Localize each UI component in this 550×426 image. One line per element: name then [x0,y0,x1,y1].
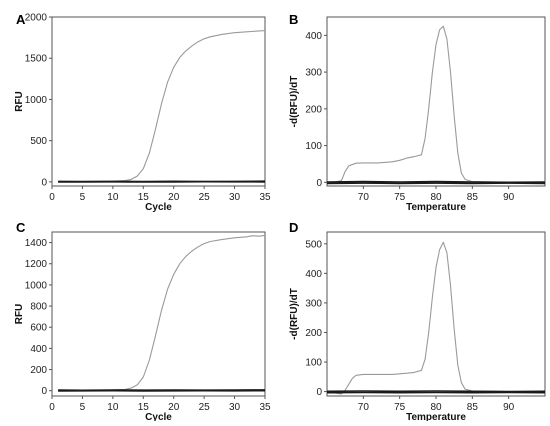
x-tick-label: 85 [467,192,479,203]
y-tick-label: 800 [30,302,47,313]
y-axis-label: -d(RFU)/dT [289,76,300,128]
x-tick-label: 10 [107,192,119,203]
y-tick-label: 500 [30,136,47,147]
y-tick-label: 0 [41,386,47,397]
x-tick-label: 0 [49,192,55,203]
y-tick-label: 500 [305,239,322,250]
y-tick-label: 100 [305,141,322,152]
x-axis-label: Temperature [406,202,466,212]
x-tick-label: 5 [80,402,86,413]
y-tick-label: 1200 [25,259,48,270]
y-tick-label: 400 [305,31,322,42]
plot-frame [52,232,265,396]
y-tick-label: 400 [305,269,322,280]
y-tick-label: 0 [41,177,47,188]
plot-frame [327,232,545,396]
x-tick-label: 30 [229,402,241,413]
x-axis-label: Temperature [406,412,466,421]
y-tick-label: 300 [305,298,322,309]
x-tick-label: 35 [259,192,271,203]
y-axis-label: RFU [14,91,25,112]
x-tick-label: 85 [467,402,479,413]
negative-series-line [327,391,545,392]
y-tick-label: 400 [30,344,47,355]
x-tick-label: 75 [394,402,406,413]
y-tick-label: 1400 [25,238,48,249]
x-tick-label: 30 [229,192,241,203]
y-tick-label: 0 [316,178,322,189]
amplified-series-line [327,26,545,182]
x-tick-label: 25 [199,402,211,413]
x-tick-label: 70 [358,192,370,203]
x-tick-label: 75 [394,192,406,203]
y-tick-label: 200 [305,104,322,115]
panel-letter-c: C [16,220,25,235]
x-axis-label: Cycle [145,202,172,212]
y-tick-label: 300 [305,68,322,79]
y-tick-label: 1000 [25,95,48,106]
panel-letter-a: A [16,12,25,27]
y-tick-label: 1000 [25,280,48,291]
x-tick-label: 25 [199,192,211,203]
y-tick-label: 2000 [25,13,48,24]
amplified-series-line [58,235,265,390]
x-tick-label: 5 [80,192,86,203]
x-tick-label: 70 [358,402,370,413]
amplified-series-line [58,31,265,182]
y-tick-label: 1500 [25,54,48,65]
y-tick-label: 200 [30,365,47,376]
x-tick-label: 90 [503,402,515,413]
x-tick-label: 90 [503,192,515,203]
panel-letter-b: B [289,12,298,27]
y-tick-label: 600 [30,323,47,334]
y-tick-label: 200 [305,328,322,339]
x-tick-label: 35 [259,402,271,413]
panel-letter-d: D [289,220,298,235]
y-tick-label: 0 [316,387,322,398]
negative-series-line [327,182,545,183]
plot-frame [52,17,265,186]
x-tick-label: 10 [107,402,119,413]
y-axis-label: -d(RFU)/dT [289,288,300,340]
y-axis-label: RFU [14,304,25,325]
x-axis-label: Cycle [145,412,172,421]
amplified-series-line [327,242,545,394]
y-tick-label: 100 [305,358,322,369]
x-tick-label: 0 [49,402,55,413]
